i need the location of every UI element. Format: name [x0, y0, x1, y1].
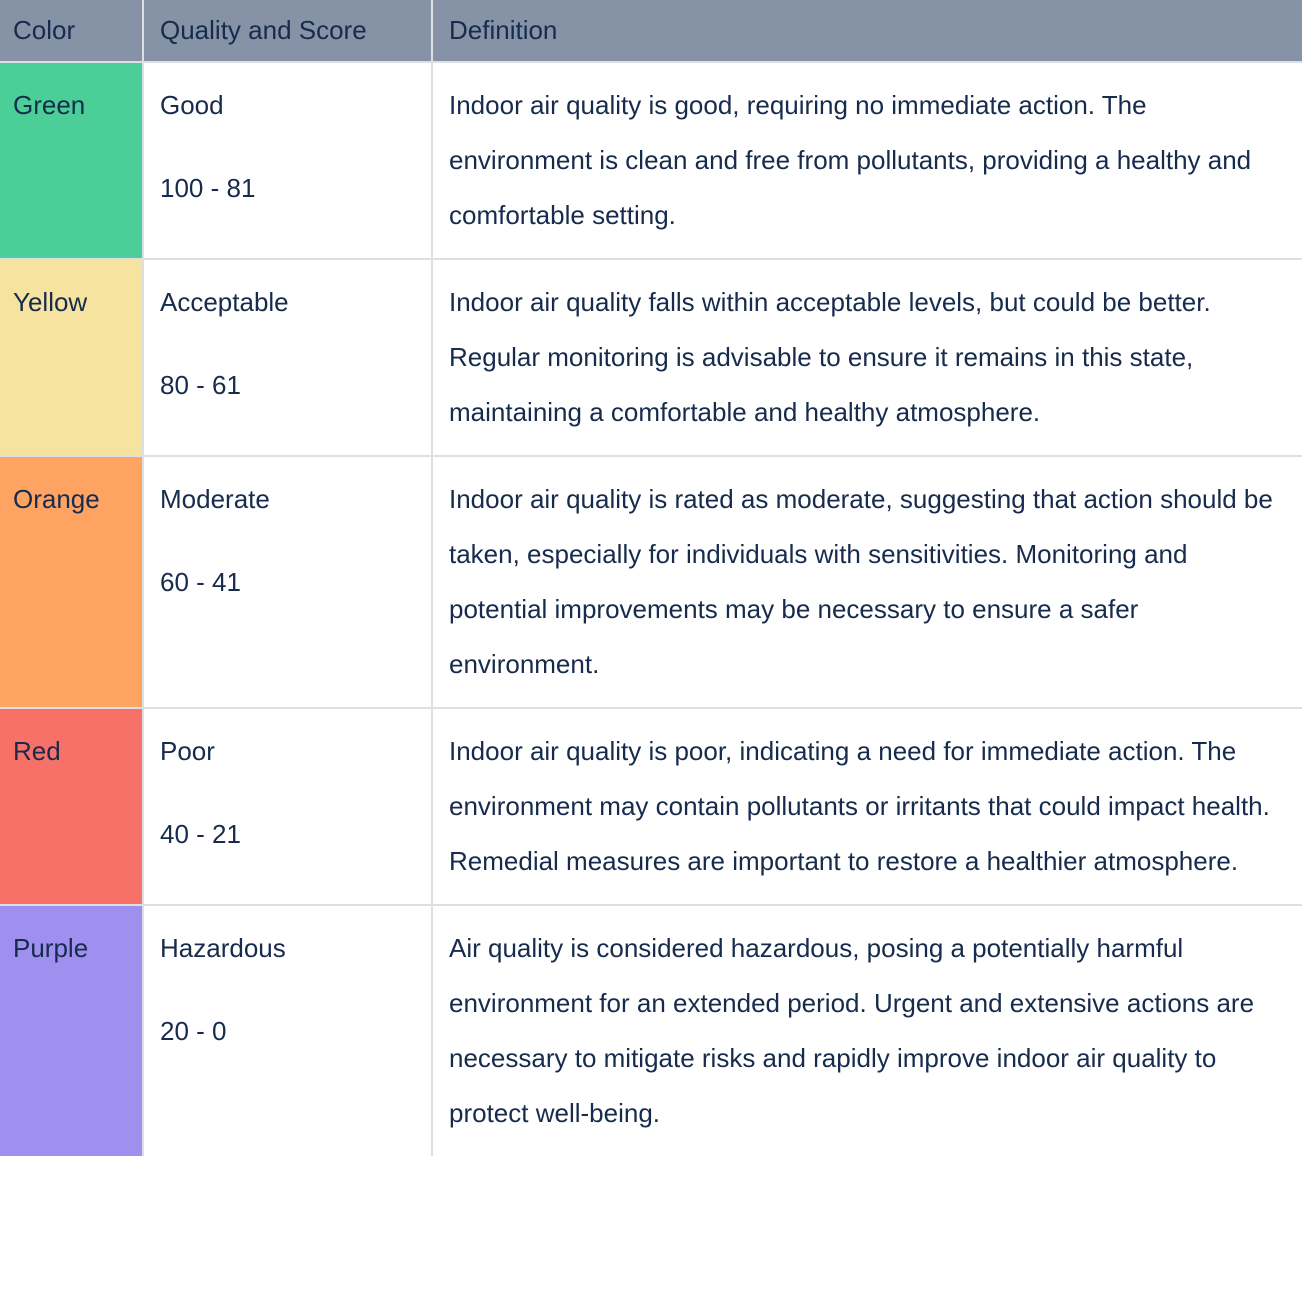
air-quality-index-table: Color Quality and Score Definition Green…	[0, 0, 1302, 1156]
definition-cell: Indoor air quality is poor, indicating a…	[431, 707, 1302, 906]
score-range-label: 80 - 61	[160, 370, 241, 400]
quality-score-cell: Poor 40 - 21	[142, 707, 433, 906]
quality-score-cell: Hazardous 20 - 0	[142, 904, 433, 1156]
score-range-label: 20 - 0	[160, 1016, 227, 1046]
table-row-red: Red Poor 40 - 21 Indoor air quality is p…	[0, 707, 1302, 906]
score-range-label: 60 - 41	[160, 567, 241, 597]
color-name-label: Orange	[13, 484, 100, 514]
definition-text: Air quality is considered hazardous, pos…	[449, 933, 1255, 1128]
header-row: Color Quality and Score Definition	[0, 0, 1302, 63]
quality-label: Poor	[160, 736, 215, 766]
quality-label: Good	[160, 90, 224, 120]
table-row-yellow: Yellow Acceptable 80 - 61 Indoor air qua…	[0, 258, 1302, 457]
color-name-label: Red	[13, 736, 61, 766]
quality-label: Acceptable	[160, 287, 289, 317]
color-cell: Purple	[0, 904, 144, 1156]
quality-score-cell: Moderate 60 - 41	[142, 455, 433, 709]
definition-text: Indoor air quality is good, requiring no…	[449, 90, 1252, 230]
quality-label: Moderate	[160, 484, 270, 514]
definition-text: Indoor air quality is rated as moderate,…	[449, 484, 1273, 679]
quality-score-cell: Good 100 - 81	[142, 61, 433, 260]
color-name-label: Green	[13, 90, 86, 120]
definition-cell: Air quality is considered hazardous, pos…	[431, 904, 1302, 1156]
color-cell: Orange	[0, 455, 144, 709]
color-name-label: Yellow	[13, 287, 88, 317]
color-name-label: Purple	[13, 933, 89, 963]
score-range-label: 100 - 81	[160, 173, 256, 203]
quality-label: Hazardous	[160, 933, 286, 963]
color-cell: Yellow	[0, 258, 144, 457]
color-cell: Red	[0, 707, 144, 906]
definition-text: Indoor air quality falls within acceptab…	[449, 287, 1211, 427]
table-row-purple: Purple Hazardous 20 - 0 Air quality is c…	[0, 904, 1302, 1156]
color-cell: Green	[0, 61, 144, 260]
table-row-orange: Orange Moderate 60 - 41 Indoor air quali…	[0, 455, 1302, 709]
header-cell-color: Color	[0, 0, 144, 63]
definition-cell: Indoor air quality is rated as moderate,…	[431, 455, 1302, 709]
definition-text: Indoor air quality is poor, indicating a…	[449, 736, 1270, 876]
quality-score-cell: Acceptable 80 - 61	[142, 258, 433, 457]
definition-cell: Indoor air quality is good, requiring no…	[431, 61, 1302, 260]
header-cell-quality-and-score: Quality and Score	[142, 0, 433, 63]
table-row-green: Green Good 100 - 81 Indoor air quality i…	[0, 61, 1302, 260]
definition-cell: Indoor air quality falls within acceptab…	[431, 258, 1302, 457]
score-range-label: 40 - 21	[160, 819, 241, 849]
header-cell-definition: Definition	[431, 0, 1302, 63]
